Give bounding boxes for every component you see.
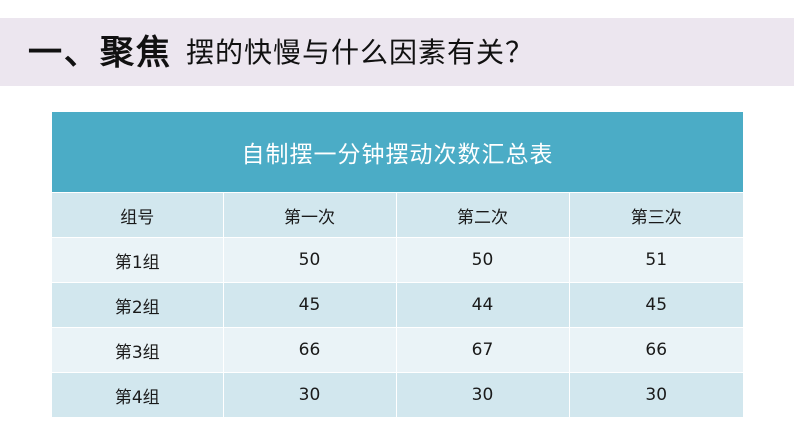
table-row: 第2组 45 44 45: [52, 282, 743, 328]
table-cell: 67: [396, 327, 570, 373]
table-cell: 45: [569, 282, 743, 328]
table-header-row: 组号 第一次 第二次 第三次: [52, 192, 743, 238]
table-caption-row: 自制摆一分钟摆动次数汇总表: [52, 112, 743, 193]
table-cell: 66: [223, 327, 397, 373]
summary-table: 自制摆一分钟摆动次数汇总表 组号 第一次 第二次 第三次 第1组 50 50 5…: [52, 112, 743, 417]
heading-prefix: 一、聚焦: [28, 33, 172, 73]
header-cell-trial-3: 第三次: [569, 192, 743, 238]
table-row: 第4组 30 30 30: [52, 372, 743, 417]
table-cell: 第1组: [52, 237, 224, 283]
table-row: 第1组 50 50 51: [52, 237, 743, 283]
table-cell: 第3组: [52, 327, 224, 373]
table-cell: 50: [223, 237, 397, 283]
table-caption: 自制摆一分钟摆动次数汇总表: [52, 112, 743, 193]
header-cell-group: 组号: [52, 192, 224, 238]
heading-question: 摆的快慢与什么因素有关？: [186, 36, 535, 69]
table-row: 第3组 66 67 66: [52, 327, 743, 373]
table-cell: 第4组: [52, 372, 224, 417]
table-cell: 30: [396, 372, 570, 417]
table-cell: 30: [223, 372, 397, 417]
table-cell: 50: [396, 237, 570, 283]
table-cell: 45: [223, 282, 397, 328]
header-cell-trial-1: 第一次: [223, 192, 397, 238]
table-cell: 51: [569, 237, 743, 283]
table-cell: 66: [569, 327, 743, 373]
table-cell: 30: [569, 372, 743, 417]
table-cell: 第2组: [52, 282, 224, 328]
slide-heading: 一、聚焦 摆的快慢与什么因素有关？: [28, 26, 534, 78]
header-cell-trial-2: 第二次: [396, 192, 570, 238]
table-cell: 44: [396, 282, 570, 328]
title-band: [0, 18, 794, 86]
